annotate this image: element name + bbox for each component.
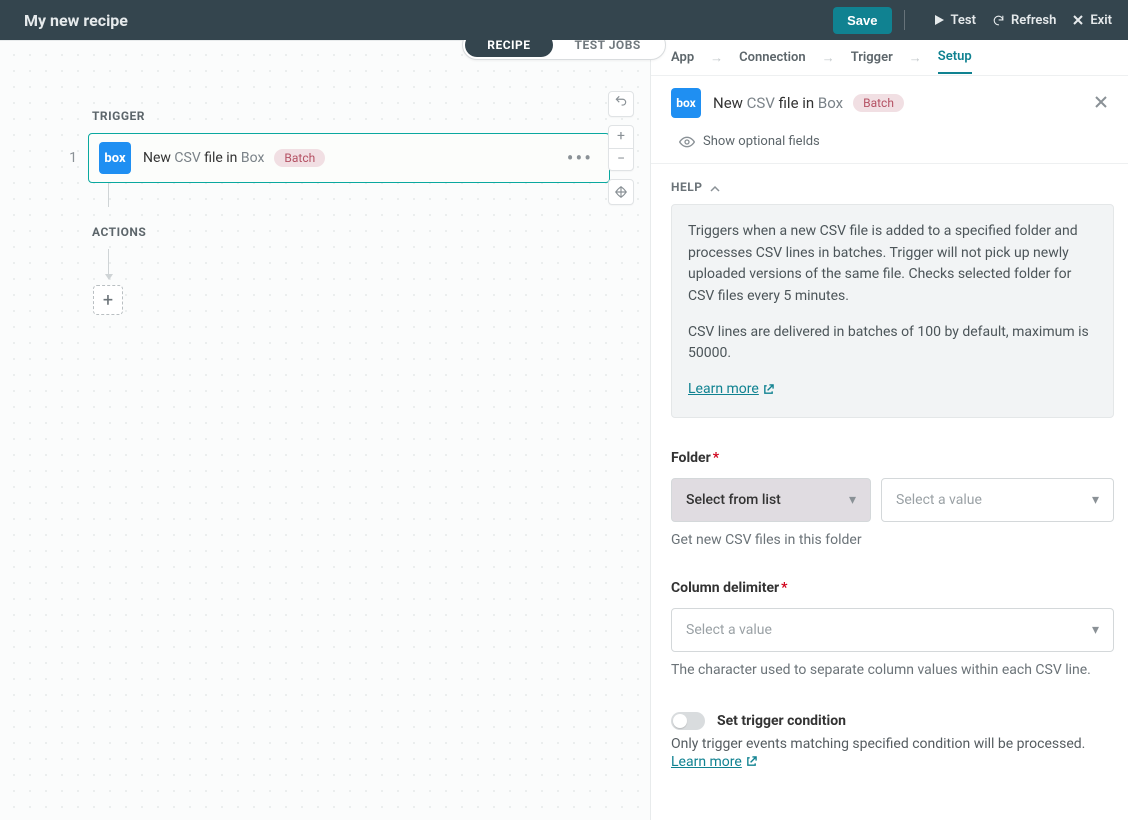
zoom-out-button[interactable]: − [609,148,633,170]
topbar-divider [904,10,905,30]
box-app-icon: box [671,88,701,118]
refresh-button[interactable]: Refresh [992,13,1056,28]
undo-icon [614,94,628,108]
external-link-icon [763,384,774,395]
batch-badge: Batch [853,94,904,112]
help-text-2: CSV lines are delivered in batches of 10… [688,322,1097,365]
crumb-trigger[interactable]: Trigger [851,42,893,73]
actions-section-label: ACTIONS [92,225,610,239]
help-text-1: Triggers when a new CSV file is added to… [688,221,1097,308]
folder-help: Get new CSV files in this folder [671,532,1114,548]
recipe-title: My new recipe [24,11,128,30]
crumb-setup[interactable]: Setup [938,41,972,74]
box-app-icon: box [99,142,131,174]
refresh-label: Refresh [1011,13,1056,28]
trigger-condition-desc: Only trigger events matching specified c… [671,736,1114,752]
panel-header: box New CSV file in Box Batch [651,76,1128,130]
chevron-right-icon: → [822,50,835,66]
help-label: HELP [671,180,702,194]
delimiter-label-text: Column delimiter [671,580,779,596]
step-title-part: New [143,150,174,166]
help-toggle[interactable]: HELP [671,164,1114,204]
eye-icon [679,136,695,148]
panel-title-part: file in [775,94,818,112]
move-icon [614,185,628,199]
step-more-button[interactable]: ••• [561,153,599,163]
save-button[interactable]: Save [833,7,891,34]
batch-badge: Batch [274,149,325,167]
exit-button[interactable]: Exit [1072,13,1112,28]
step-number: 1 [58,150,88,166]
delimiter-select[interactable]: Select a value ▾ [671,608,1114,652]
canvas-controls: + − [608,91,634,205]
test-button[interactable]: Test [933,13,976,28]
close-icon [1072,14,1084,26]
trigger-section-label: TRIGGER [92,109,610,123]
delimiter-help: The character used to separate column va… [671,662,1114,678]
panel-close-button[interactable] [1094,94,1108,113]
folder-label: Folder* [671,450,1114,466]
learn-more-label: Learn more [688,379,759,401]
panel-title: New CSV file in Box [713,94,843,112]
delimiter-placeholder: Select a value [686,622,772,638]
step-title-part: file in [201,150,241,166]
required-mark: * [781,580,787,596]
recipe-canvas: TRIGGER 1 box New CSV file in Box Batch … [0,40,650,820]
delimiter-label: Column delimiter* [671,580,1114,596]
external-link-icon [746,756,757,767]
show-optional-fields[interactable]: Show optional fields [651,130,1128,163]
folder-mode-select[interactable]: Select from list ▾ [671,478,871,522]
panel-breadcrumbs: App → Connection → Trigger → Setup [651,40,1128,76]
show-optional-label: Show optional fields [703,134,820,149]
trigger-condition-learn-more[interactable]: Learn more [671,754,757,770]
setup-panel: App → Connection → Trigger → Setup box N… [650,40,1128,820]
caret-down-icon: ▾ [849,492,856,508]
trigger-condition-label: Set trigger condition [717,713,846,729]
step-title-part: Box [241,150,265,166]
panel-title-part: CSV [747,94,775,112]
caret-down-icon: ▾ [1092,492,1099,508]
trigger-condition-row: Set trigger condition [671,712,1114,730]
crumb-connection[interactable]: Connection [739,42,806,73]
trigger-condition-toggle[interactable] [671,712,705,730]
crumb-app[interactable]: App [671,42,694,73]
folder-mode-value: Select from list [686,492,781,508]
help-learn-more-link[interactable]: Learn more [688,379,774,401]
chevron-right-icon: → [710,50,723,66]
close-icon [1094,95,1108,109]
fit-button[interactable] [608,179,634,205]
zoom-in-button[interactable]: + [609,126,633,148]
step-title-part: CSV [174,150,200,166]
required-mark: * [713,450,719,466]
trigger-step-card[interactable]: box New CSV file in Box Batch ••• [88,133,610,183]
refresh-icon [992,14,1005,27]
folder-value-select[interactable]: Select a value ▾ [881,478,1114,522]
panel-title-part: Box [818,94,843,112]
add-step-button[interactable]: + [93,285,123,315]
test-label: Test [951,13,976,28]
panel-title-part: New [713,94,747,112]
top-bar: My new recipe Save Test Refresh Exit [0,0,1128,40]
caret-down-icon: ▾ [1092,622,1099,638]
exit-label: Exit [1090,13,1112,28]
field-delimiter: Column delimiter* Select a value ▾ The c… [671,580,1114,678]
connector-line [108,183,109,207]
field-folder: Folder* Select from list ▾ Select a valu… [671,450,1114,548]
undo-button[interactable] [608,91,634,117]
zoom-controls: + − [608,125,634,171]
folder-label-text: Folder [671,450,711,466]
step-title: New CSV file in Box [143,150,264,166]
chevron-up-icon [710,181,720,195]
learn-more-label: Learn more [671,754,742,770]
chevron-right-icon: → [909,50,922,66]
play-icon [933,14,945,26]
connector-arrow [108,249,109,279]
panel-body: HELP Triggers when a new CSV file is add… [651,163,1128,820]
help-box: Triggers when a new CSV file is added to… [671,204,1114,418]
folder-placeholder: Select a value [896,492,982,508]
